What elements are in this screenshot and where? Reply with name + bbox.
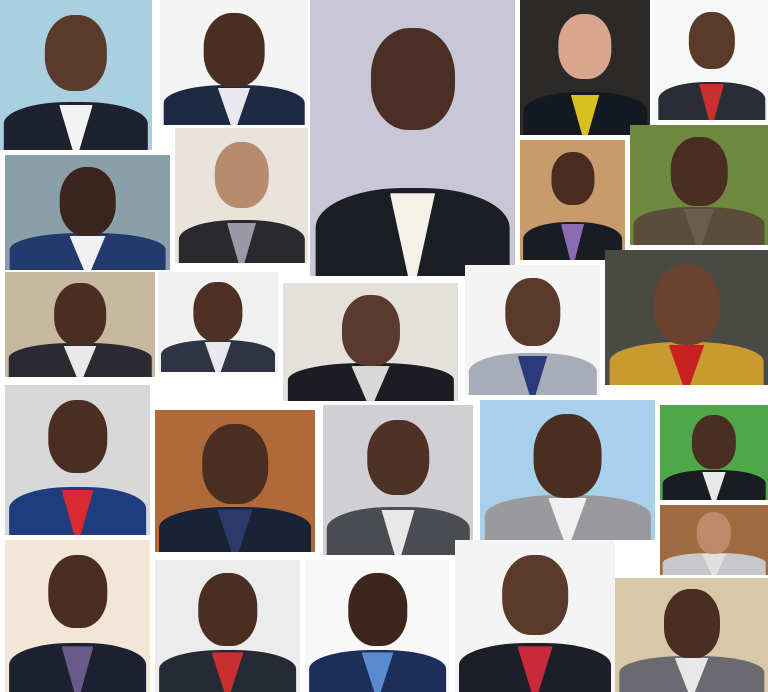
portrait-photo	[5, 272, 155, 377]
person-head	[653, 263, 720, 345]
person-head	[670, 137, 728, 206]
portrait-photo	[655, 0, 768, 120]
portrait-photo	[520, 0, 650, 135]
portrait-photo	[0, 0, 152, 150]
portrait-photo	[520, 140, 625, 260]
person-head	[54, 282, 106, 346]
person-head	[504, 278, 561, 346]
person-head	[533, 414, 602, 498]
person-head	[44, 15, 108, 91]
portrait-photo	[283, 283, 458, 401]
person-head	[367, 420, 429, 495]
portrait-photo	[660, 405, 768, 500]
portrait-photo	[605, 250, 768, 385]
person-head	[47, 400, 108, 473]
person-head	[370, 27, 455, 131]
portrait-photo	[5, 540, 150, 692]
portrait-photo	[155, 410, 315, 552]
portrait-photo	[158, 272, 278, 372]
portrait-photo	[455, 540, 615, 692]
portrait-photo	[305, 560, 450, 692]
person-head	[341, 294, 400, 366]
person-head	[502, 555, 568, 636]
person-head	[203, 12, 265, 87]
person-head	[47, 555, 108, 628]
portrait-photo	[660, 505, 768, 575]
portrait-photo	[630, 125, 768, 245]
person-head	[193, 282, 243, 342]
person-head	[696, 512, 732, 554]
portrait-photo	[615, 578, 768, 692]
person-head	[197, 573, 258, 646]
person-head	[214, 141, 269, 208]
portrait-photo	[5, 385, 150, 535]
person-head	[550, 152, 595, 205]
person-head	[202, 424, 268, 505]
person-head	[347, 573, 408, 646]
portrait-photo	[323, 405, 473, 555]
portrait-photo	[465, 265, 600, 395]
person-head	[558, 13, 612, 79]
person-head	[663, 589, 720, 658]
portrait-photo	[5, 155, 170, 270]
portrait-photo	[175, 128, 308, 263]
portrait-photo	[480, 400, 655, 540]
person-head	[691, 414, 737, 469]
portrait-photo	[160, 0, 308, 125]
person-head	[59, 166, 116, 236]
portrait-photo	[155, 560, 300, 692]
person-head	[688, 12, 735, 69]
portrait-photo	[310, 0, 515, 276]
